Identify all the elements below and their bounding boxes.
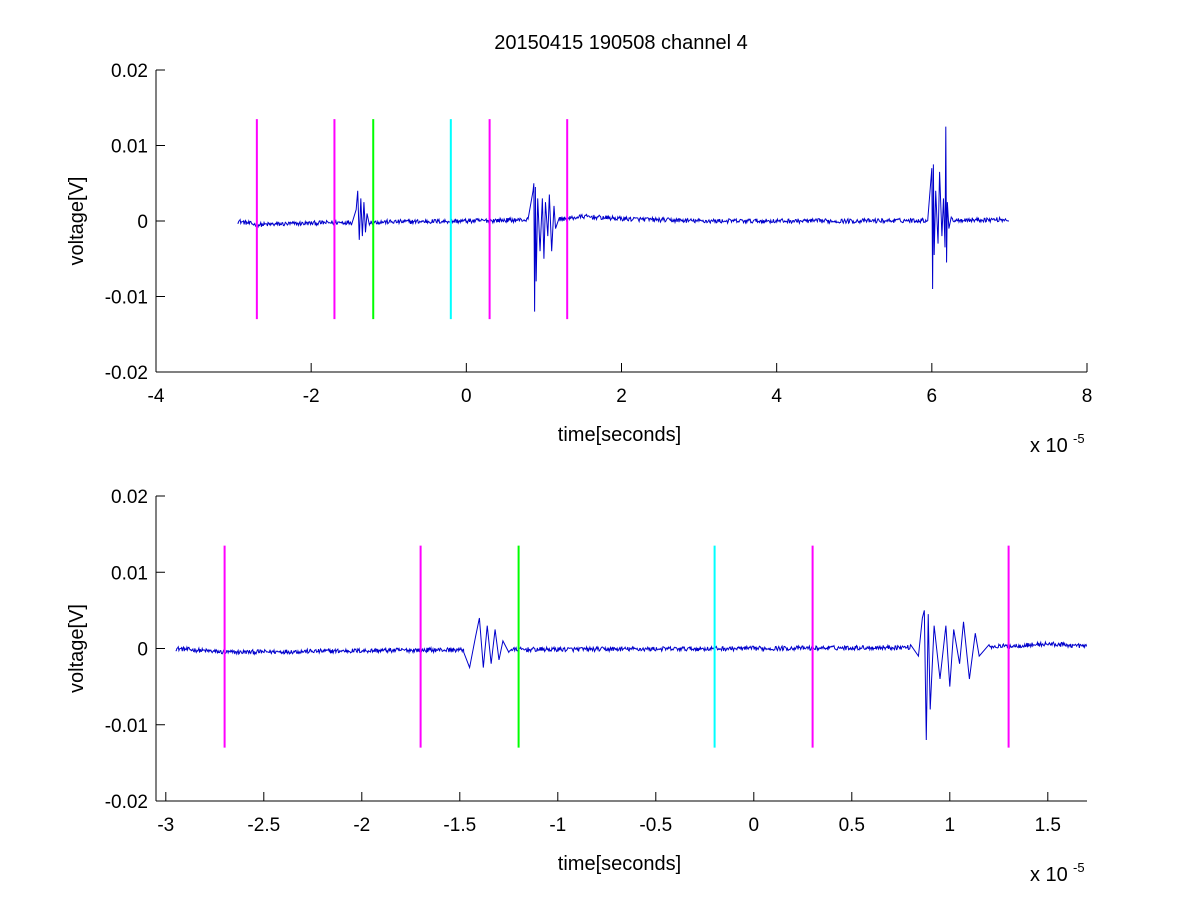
y-tick-label: -0.02: [105, 363, 148, 384]
x-tick-label: 6: [927, 386, 938, 407]
x-tick-label: 1.5: [1035, 815, 1061, 836]
y-axis-label: voltage[V]: [66, 177, 88, 266]
x-tick-label: -1.5: [443, 815, 476, 836]
y-axis-label: voltage[V]: [66, 604, 88, 693]
x-tick-label: 1: [945, 815, 956, 836]
y-tick-label: 0: [137, 640, 148, 661]
x-axis-label: time[seconds]: [558, 853, 681, 875]
plot-bottom: -3 -2.5 -2 -1.5 -1 -0.5 0 0.5 1 1.5 -0.02 -0.01 0 0.0…: [66, 487, 1087, 886]
x-tick-label: -1: [549, 815, 566, 836]
x-axis-label: time[seconds]: [558, 424, 681, 446]
x-tick-label: 4: [771, 386, 782, 407]
x-tick-label: 2: [616, 386, 627, 407]
x-tick-label: -2: [303, 386, 320, 407]
signal-trace: [237, 126, 1010, 312]
y-tick-label: 0: [137, 212, 148, 233]
x-tick-label: -4: [148, 386, 165, 407]
x-tick-label: -2.5: [247, 815, 280, 836]
y-tick-label: 0.02: [111, 61, 148, 82]
x-tick-label: 0.5: [839, 815, 865, 836]
y-tick-label: -0.01: [105, 716, 148, 737]
x-tick-label: 0: [461, 386, 472, 407]
y-tick-label: 0.01: [111, 137, 148, 158]
y-tick-label: 0.02: [111, 487, 148, 508]
x-tick-label: -2: [353, 815, 370, 836]
y-tick-label: -0.01: [105, 288, 148, 309]
x-tick-label: 0: [749, 815, 760, 836]
chart-title: 20150415 190508 channel 4: [494, 32, 748, 54]
plot-top: -4 -2 0 2 4 6 8 -0.02 -0.01 0 0.01 0.02 time[seconds…: [66, 61, 1092, 457]
x-tick-label: 8: [1082, 386, 1093, 407]
x-tick-label: -3: [157, 815, 174, 836]
x-exponent-label: x 10: [1030, 864, 1068, 886]
x-tick-label: -0.5: [639, 815, 672, 836]
x-exponent-power: -5: [1073, 431, 1085, 446]
y-tick-label: 0.01: [111, 563, 148, 584]
signal-trace: [175, 610, 1087, 741]
x-exponent-label: x 10: [1030, 435, 1068, 457]
x-exponent-power: -5: [1073, 860, 1085, 875]
y-tick-label: -0.02: [105, 792, 148, 813]
